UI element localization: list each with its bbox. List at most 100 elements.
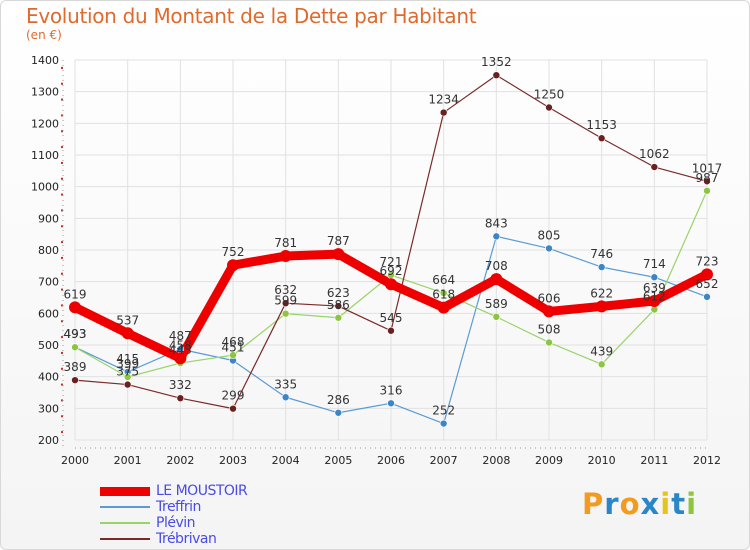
x-axis: 2000 2001 2002 2003 2004 2005 2006 2007 2008 2009… bbox=[61, 447, 721, 467]
y-minor-tick bbox=[61, 383, 63, 386]
y-tick-label: 400 bbox=[38, 371, 59, 384]
data-label: 299 bbox=[222, 389, 245, 403]
y-minor-tick bbox=[61, 256, 63, 259]
data-point bbox=[543, 305, 555, 318]
y-minor-tick bbox=[61, 82, 63, 85]
x-tick-label: 2012 bbox=[693, 454, 721, 467]
data-label: 632 bbox=[274, 283, 297, 297]
data-point bbox=[176, 394, 185, 403]
data-label: 537 bbox=[116, 313, 139, 327]
y-minor-tick bbox=[61, 272, 63, 275]
data-point bbox=[385, 278, 397, 291]
data-point bbox=[334, 302, 343, 310]
y-minor-tick bbox=[61, 367, 63, 370]
chart-title: Evolution du Montant de la Dette par Hab… bbox=[26, 4, 477, 28]
logo-letter: t bbox=[671, 487, 687, 521]
data-point bbox=[439, 108, 448, 117]
data-label: 752 bbox=[222, 245, 245, 259]
data-point bbox=[229, 351, 237, 359]
data-labels: 493 415 487 451 335 286 316 252 843 805 746 714 652 4… bbox=[64, 55, 723, 417]
logo-letter: o bbox=[619, 487, 641, 521]
y-tick-label: 1200 bbox=[31, 117, 59, 130]
data-point bbox=[492, 71, 501, 79]
data-label: 987 bbox=[696, 171, 719, 185]
data-point bbox=[490, 273, 503, 286]
data-point bbox=[597, 263, 606, 271]
data-label: 1062 bbox=[639, 147, 670, 161]
data-point bbox=[595, 300, 608, 313]
data-label: 606 bbox=[538, 291, 561, 305]
y-tick-label: 1100 bbox=[31, 149, 59, 162]
data-label: 619 bbox=[64, 287, 87, 301]
y-minor-tick bbox=[61, 241, 63, 244]
data-label: 1153 bbox=[586, 118, 617, 132]
y-tick-label: 1400 bbox=[31, 54, 59, 67]
data-point bbox=[650, 305, 659, 314]
data-point bbox=[545, 103, 553, 112]
y-minor-tick bbox=[61, 320, 63, 323]
data-point bbox=[701, 268, 713, 281]
data-label: 805 bbox=[538, 228, 561, 242]
data-label: 1250 bbox=[534, 88, 565, 102]
legend-label: Treffrin bbox=[156, 499, 201, 515]
data-label: 415 bbox=[116, 352, 139, 366]
data-label: 746 bbox=[590, 247, 613, 261]
data-label: 399 bbox=[116, 357, 139, 371]
y-minor-tick bbox=[61, 130, 63, 133]
data-label: 487 bbox=[169, 329, 192, 343]
data-label: 493 bbox=[64, 327, 87, 341]
data-label: 316 bbox=[380, 383, 403, 397]
x-tick-label: 2010 bbox=[588, 454, 616, 467]
x-tick-label: 2005 bbox=[324, 454, 352, 467]
data-label: 612 bbox=[643, 290, 666, 304]
series-markers bbox=[69, 71, 713, 428]
data-point bbox=[69, 301, 81, 314]
x-tick-label: 2002 bbox=[166, 454, 194, 467]
data-label: 589 bbox=[485, 297, 508, 311]
data-point bbox=[545, 244, 553, 253]
data-point bbox=[281, 299, 290, 308]
data-label: 781 bbox=[274, 236, 297, 250]
legend-swatch bbox=[100, 506, 150, 508]
y-minor-tick bbox=[61, 415, 63, 418]
logo-letter: i bbox=[660, 487, 672, 521]
x-tick-label: 2006 bbox=[377, 454, 405, 467]
data-label: 622 bbox=[590, 286, 613, 300]
x-tick-label: 2007 bbox=[430, 454, 458, 467]
data-label: 493 bbox=[64, 327, 87, 341]
y-minor-tick bbox=[61, 304, 63, 307]
data-point bbox=[650, 273, 659, 282]
y-minor-tick bbox=[61, 351, 63, 354]
x-tick-label: 2001 bbox=[114, 454, 142, 467]
y-tick-label: 800 bbox=[38, 244, 59, 257]
legend-swatch bbox=[100, 522, 150, 524]
y-minor-tick bbox=[61, 98, 63, 101]
data-label: 1017 bbox=[692, 161, 723, 175]
data-point bbox=[437, 301, 450, 314]
data-label: 623 bbox=[327, 286, 350, 300]
data-label: 389 bbox=[64, 360, 87, 374]
x-tick-label: 2003 bbox=[219, 454, 247, 467]
y-minor-tick bbox=[61, 225, 63, 228]
data-label: 618 bbox=[432, 288, 455, 302]
data-point bbox=[545, 338, 553, 347]
data-label: 1234 bbox=[428, 93, 459, 107]
data-point bbox=[71, 376, 79, 384]
data-label: 787 bbox=[327, 234, 350, 248]
data-label: 468 bbox=[222, 335, 245, 349]
data-label: 443 bbox=[169, 343, 192, 357]
logo-letter: i bbox=[686, 487, 698, 521]
legend-swatch bbox=[100, 486, 150, 496]
data-point bbox=[123, 373, 132, 381]
legend-label: Trébrivan bbox=[156, 531, 217, 547]
data-point bbox=[597, 360, 606, 369]
data-label: 639 bbox=[643, 281, 666, 295]
logo-letter: r bbox=[604, 487, 620, 521]
chart-subtitle: (en €) bbox=[26, 28, 62, 42]
data-point bbox=[281, 309, 290, 318]
data-label: 843 bbox=[485, 216, 508, 230]
y-tick-label: 900 bbox=[38, 212, 59, 225]
y-minor-tick bbox=[61, 209, 63, 212]
data-point bbox=[492, 232, 501, 241]
y-minor-tick bbox=[61, 193, 63, 196]
